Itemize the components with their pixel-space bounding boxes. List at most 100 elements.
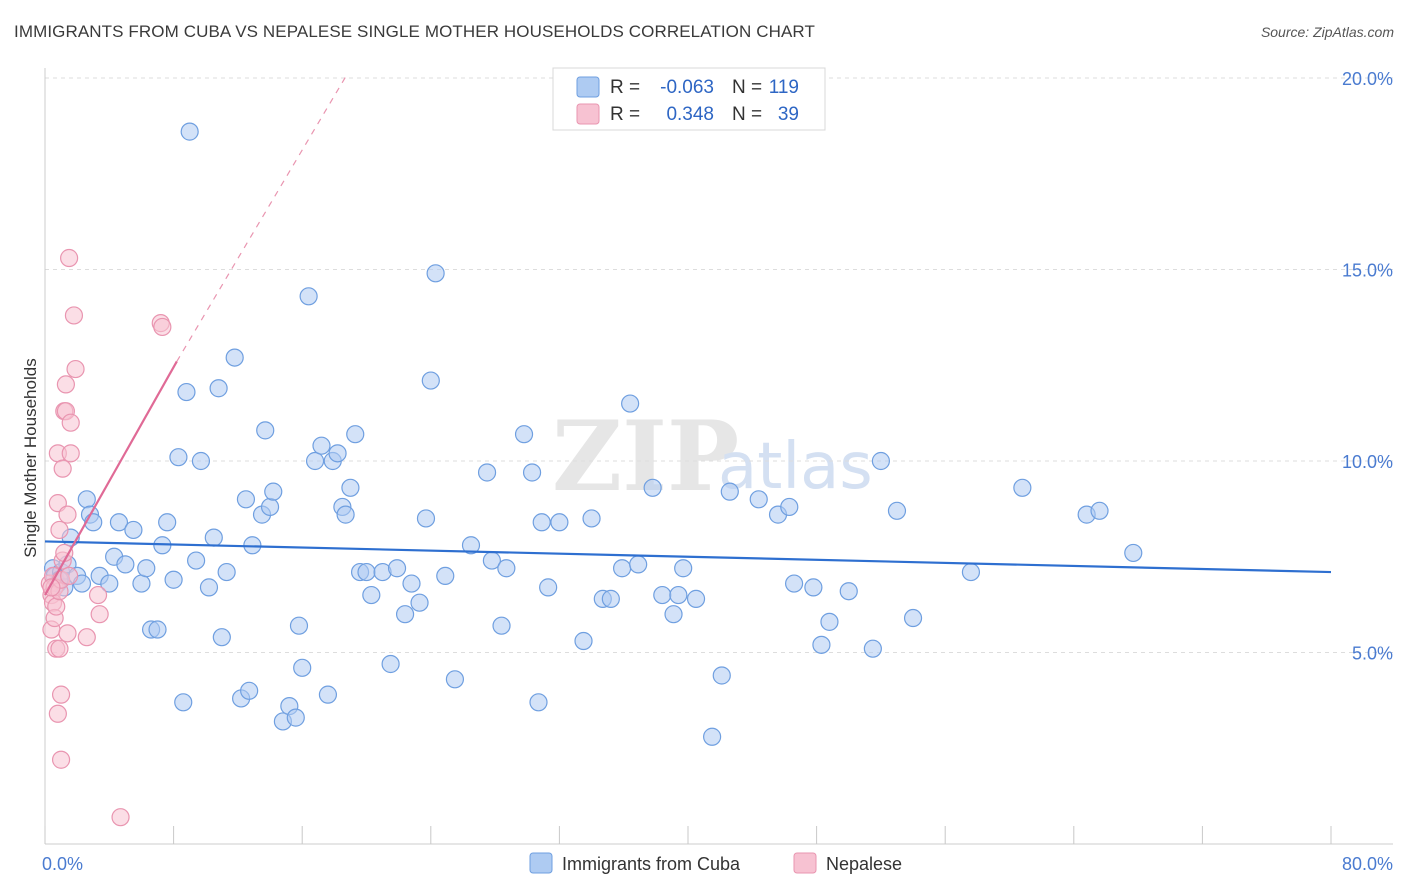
- nep-point-11: [48, 704, 67, 723]
- nep-point-26: [60, 248, 79, 268]
- cuba-point-43: [256, 421, 275, 440]
- cuba-point-29: [180, 122, 199, 141]
- nep-point-34: [90, 605, 109, 624]
- nep-point-28: [61, 413, 80, 432]
- cuba-point-80: [514, 425, 534, 444]
- cuba-point-19: [132, 574, 151, 593]
- cuba-point-30: [187, 551, 206, 570]
- x-tick-label-max: 80.0%: [1342, 854, 1393, 874]
- cuba-point-94: [653, 585, 672, 605]
- cuba-point-62: [357, 562, 376, 582]
- cuba-point-22: [148, 620, 167, 639]
- cuba-point-66: [387, 559, 407, 578]
- cuba-point-25: [164, 570, 183, 589]
- nep-point-24: [58, 505, 77, 524]
- cuba-point-111: [871, 451, 891, 471]
- cuba-point-45: [264, 482, 283, 501]
- cuba-point-86: [574, 631, 593, 651]
- cuba-point-104: [780, 497, 799, 517]
- cuba-point-40: [240, 681, 259, 700]
- cuba-point-32: [199, 578, 219, 597]
- cuba-point-98: [686, 589, 706, 608]
- cuba-point-44: [260, 497, 280, 517]
- cuba-point-117: [1090, 501, 1109, 520]
- cuba-point-112: [887, 501, 907, 520]
- cuba-point-109: [839, 582, 858, 601]
- cuba-point-31: [191, 451, 211, 471]
- cuba-point-84: [539, 578, 558, 597]
- legend: Immigrants from Cuba Nepalese: [529, 852, 902, 874]
- cuba-point-60: [346, 425, 365, 444]
- stats-n-value-cuba: 119: [769, 77, 799, 98]
- nep-trend-line: [44, 360, 178, 596]
- cuba-point-53: [312, 436, 331, 455]
- legend-swatch-cuba: [529, 852, 553, 874]
- cuba-point-89: [601, 589, 620, 608]
- cuba-point-34: [209, 379, 228, 398]
- cuba-point-65: [381, 654, 400, 674]
- chart-title: IMMIGRANTS FROM CUBA VS NEPALESE SINGLE …: [14, 22, 815, 41]
- cuba-point-26: [169, 448, 188, 467]
- cuba-point-73: [436, 566, 455, 586]
- cuba-point-102: [749, 490, 768, 509]
- trend-lines: [44, 73, 1332, 596]
- cuba-point-69: [410, 593, 429, 612]
- legend-label-nep: Nepalese: [826, 854, 902, 874]
- cuba-point-93: [643, 478, 662, 497]
- cuba-trend-line: [44, 540, 1332, 574]
- y-tick-label-10: 10.0%: [1342, 452, 1393, 472]
- stats-swatch-nep: [576, 103, 600, 125]
- legend-label-cuba: Immigrants from Cuba: [562, 854, 741, 874]
- cuba-point-39: [236, 490, 256, 509]
- nep-point-32: [77, 628, 96, 647]
- cuba-point-20: [137, 559, 156, 578]
- cuba-point-85: [550, 513, 569, 532]
- nep-point-35: [111, 808, 130, 827]
- cuba-point-96: [669, 585, 688, 605]
- cuba-point-72: [426, 264, 445, 283]
- nep-point-23: [56, 375, 75, 394]
- nep-trend-extension: [176, 73, 348, 362]
- cuba-point-75: [461, 536, 481, 555]
- cuba-point-81: [522, 463, 542, 482]
- cuba-point-48: [286, 708, 305, 727]
- cuba-point-95: [664, 605, 683, 624]
- cuba-point-51: [299, 287, 318, 306]
- nep-point-27: [60, 566, 79, 586]
- nep-point-33: [88, 585, 108, 605]
- cuba-point-16: [109, 513, 129, 532]
- cuba-point-118: [1124, 543, 1143, 563]
- y-tick-label-5: 5.0%: [1352, 644, 1393, 664]
- cuba-point-63: [362, 585, 381, 605]
- stats-r-value-cuba: -0.063: [660, 77, 714, 98]
- cuba-point-101: [720, 482, 739, 501]
- nep-point-16: [51, 750, 71, 769]
- cuba-point-74: [445, 670, 465, 689]
- stats-r-value-nep: 0.348: [666, 104, 714, 125]
- cuba-point-115: [1013, 478, 1032, 497]
- cuba-point-33: [204, 528, 223, 547]
- cuba-point-59: [341, 478, 360, 497]
- nep-point-29: [61, 444, 80, 463]
- cuba-point-17: [116, 555, 135, 574]
- cuba-point-106: [804, 578, 823, 597]
- cuba-point-70: [416, 509, 436, 528]
- cuba-point-97: [674, 559, 693, 578]
- grid-lines: [45, 77, 1393, 653]
- nep-point-37: [153, 317, 172, 337]
- cuba-point-100: [712, 666, 731, 685]
- cuba-point-36: [217, 562, 236, 582]
- cuba-point-114: [961, 562, 981, 582]
- cuba-point-54: [318, 685, 338, 704]
- cuba-point-110: [863, 639, 882, 658]
- stats-n-label-cuba: N =: [732, 77, 762, 98]
- nep-point-14: [50, 520, 69, 540]
- stats-n-label-nep: N =: [732, 104, 762, 125]
- cuba-point-92: [629, 555, 648, 574]
- cuba-point-50: [293, 658, 312, 677]
- x-tick-label-min: 0.0%: [42, 854, 83, 874]
- cuba-point-18: [124, 520, 143, 540]
- cuba-point-58: [336, 505, 355, 524]
- cuba-point-105: [784, 574, 804, 593]
